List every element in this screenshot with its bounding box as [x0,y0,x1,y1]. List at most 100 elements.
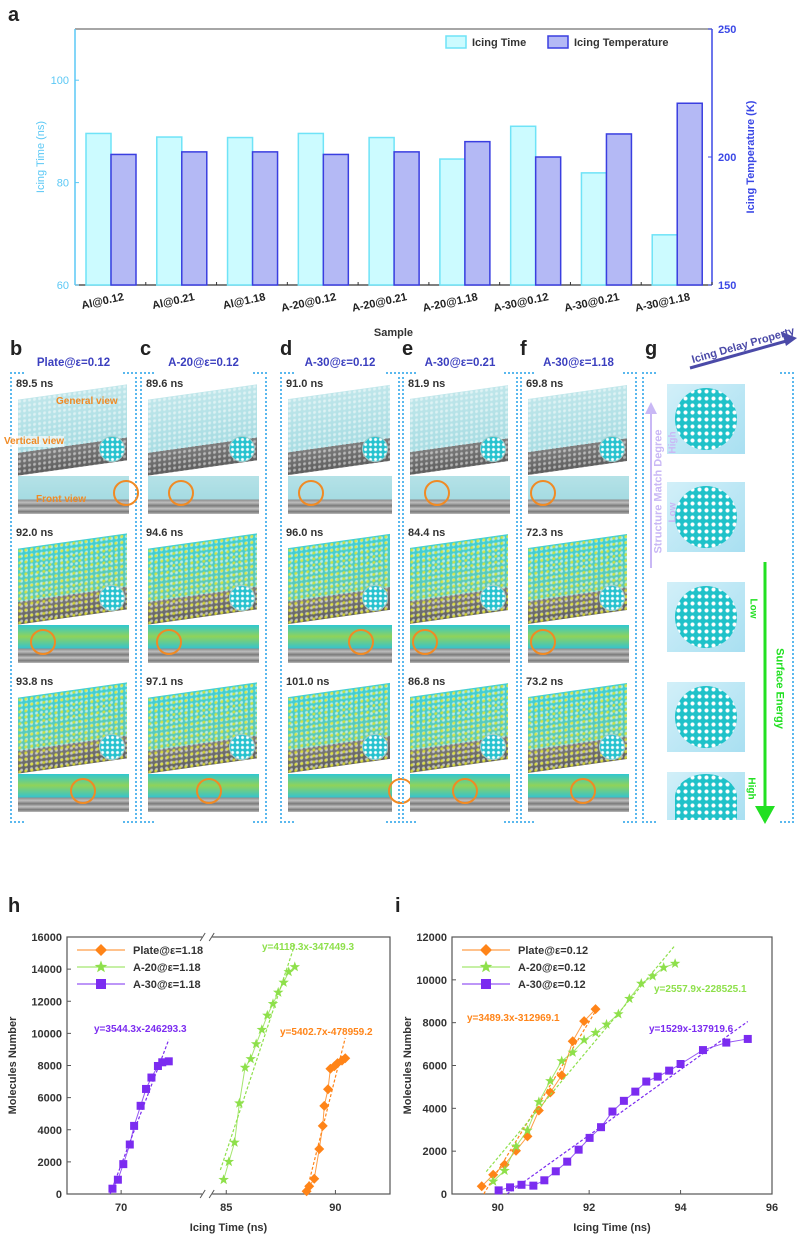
magnified-view-circle [480,734,506,760]
data-point-star [590,1027,601,1038]
nucleus-ring-marker [412,629,438,655]
data-point-diamond [319,1100,330,1111]
snapshot-panel-e: 81.9 ns 84.4 ns 86.8 ns [402,372,518,823]
y-tick-label: 10000 [416,975,447,987]
panel-label-f: f [520,338,527,360]
nucleus-ring-marker [168,480,194,506]
magnified-view-circle [99,734,125,760]
snapshot-frame: 92.0 ns [14,525,133,670]
panel-label-b: b [10,338,23,360]
snapshot-time: 84.4 ns [408,527,446,539]
magnified-view-circle [362,585,388,611]
data-point-square [130,1121,139,1130]
bar-icing-time [651,234,678,286]
category-label: Al@1.18 [222,291,267,312]
axis-break-mark [208,932,215,942]
ice-structure-circle [675,586,737,648]
nucleus-ring-marker [30,629,56,655]
series-line [498,1038,748,1191]
data-point-square [722,1038,731,1047]
panel-title-c: A-20@ε=0.12 [168,357,239,369]
data-point-square [164,1057,173,1066]
snapshot-frame: 96.0 ns [284,525,396,670]
axis-break-mark [199,1189,206,1199]
fit-line [305,1037,346,1195]
nucleus-ring-marker [424,480,450,506]
data-point-star [94,960,108,973]
data-point-square [653,1072,662,1081]
data-point-star [267,998,279,1009]
md-front-view [528,476,629,514]
data-point-star [499,1165,510,1176]
legend-label: A-30@ε=1.18 [133,979,201,991]
fit-equation: y=3544.3x-246293.3 [94,1024,187,1035]
panel-title-d: A-30@ε=0.12 [304,357,376,369]
legend-swatch-temperature [547,35,569,49]
bar-icing-temperature [393,151,420,286]
md-front-view [288,625,392,663]
snapshot-time: 101.0 ns [286,676,330,688]
panel-g-arrows [645,332,797,824]
x-tick-label: 90 [329,1202,341,1214]
data-point-star [278,977,289,987]
data-point-diamond [488,1169,499,1180]
nucleus-ring-marker [570,778,596,804]
magnified-view-circle [599,585,625,611]
snapshot-time: 93.8 ns [16,676,54,688]
snapshot-time: 69.8 ns [526,378,564,390]
fit-equation: y=4118.3x-347449.3 [262,942,354,953]
panel-label-c: c [140,338,152,360]
magnified-view-circle [99,585,125,611]
snapshot-frame: 81.9 ns [406,376,514,521]
panel-g: Icing Delay Property Structure Match Deg… [642,325,797,824]
data-point-diamond [511,1145,521,1156]
snapshot-frame: 97.1 ns [144,674,263,819]
ice-structure-circle [675,388,737,450]
surface-low-label: Low [747,598,759,619]
data-point-diamond [476,1181,487,1192]
arrow-head-icon [645,402,657,414]
x-tick-label: 96 [766,1202,778,1214]
data-point-star [479,960,493,973]
data-point-square [619,1096,628,1105]
nucleus-ring-marker [348,629,374,655]
data-point-square [551,1167,560,1176]
data-point-star [250,1038,262,1049]
data-point-star [487,1175,499,1186]
magnified-view-circle [229,585,255,611]
data-point-square [125,1140,134,1149]
md-front-view [528,774,629,812]
data-point-star [545,1075,556,1086]
data-point-star [636,978,647,988]
category-label: A-20@1.18 [422,291,479,314]
data-point-star [229,1136,240,1147]
md-front-view [148,625,259,663]
data-point-diamond [340,1053,351,1064]
data-point-square [529,1181,538,1190]
snapshot-frame: 93.8 ns [14,674,133,819]
snapshot-frame: 94.6 ns [144,525,263,670]
md-front-view [288,476,392,514]
category-label: Al@0.21 [151,291,196,312]
data-point-star [567,1046,578,1057]
y-axis-title: Molecules Number [7,1016,19,1115]
bar-icing-time [368,136,395,286]
data-point-star [522,1124,533,1135]
category-label: A-30@1.18 [634,291,691,314]
data-point-square [642,1077,651,1086]
data-point-square [597,1123,606,1132]
bar-icing-time [226,136,254,286]
data-point-star [669,958,681,968]
data-point-square [665,1066,674,1075]
bar-chart-icing: 60 80 100 150 200 250 Icing Time (ns) Icing Tem… [35,24,757,339]
md-front-view [528,625,629,663]
fit-equation: y=3489.3x-312969.1 [467,1013,560,1024]
panel-label-i: i [395,895,401,917]
y-tick-label: 16000 [31,932,62,944]
data-point-square [608,1107,617,1116]
right-axis-title: Icing Temperature (K) [745,100,757,213]
data-point-diamond [545,1087,556,1098]
bar-icing-temperature [464,140,491,286]
data-point-square [517,1180,526,1189]
snapshot-time: 96.0 ns [286,527,324,539]
